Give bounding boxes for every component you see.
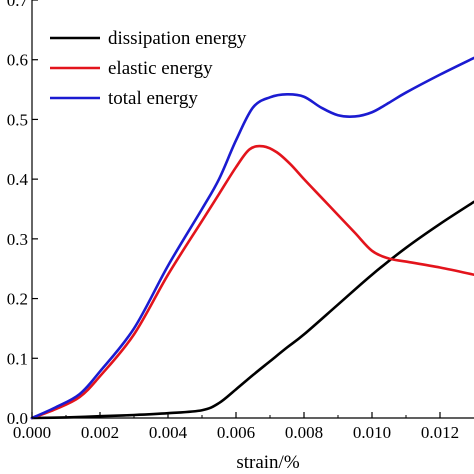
x-tick-label: 0.010: [353, 423, 391, 442]
x-tick-label: 0.000: [13, 423, 51, 442]
y-tick-label: 0.4: [7, 170, 29, 189]
plot-lines: [30, 56, 474, 420]
x-axis-title: strain/%: [236, 452, 299, 473]
y-tick-label: 0.2: [7, 290, 28, 309]
x-tick-label: 0.008: [285, 423, 323, 442]
tick-labels: 0.000 0.002 0.004 0.006 0.008 0.010 0.012 0.0 0.…: [7, 0, 459, 442]
x-tick-label: 0.004: [149, 423, 188, 442]
y-tick-label: 0.6: [7, 51, 28, 70]
ticks: [31, 0, 441, 419]
series-line-dissipation-energy: [30, 200, 474, 420]
x-tick-label: 0.012: [421, 423, 459, 442]
y-tick-label: 0.7: [7, 0, 29, 10]
x-tick-label: 0.002: [81, 423, 119, 442]
legend-label: dissipation energy: [108, 28, 247, 49]
series-line-total-energy: [30, 56, 474, 420]
legend: dissipation energy elastic energy total en…: [50, 28, 247, 109]
x-tick-label: 0.006: [217, 423, 255, 442]
series-line-elastic-energy: [30, 144, 474, 420]
legend-label: total energy: [108, 88, 198, 109]
legend-label: elastic energy: [108, 58, 213, 79]
y-tick-label: 0.3: [7, 230, 28, 249]
y-tick-label: 0.5: [7, 110, 28, 129]
y-tick-label: 0.1: [7, 349, 28, 368]
axes: [31, 0, 474, 419]
y-tick-label: 0.0: [7, 409, 28, 428]
